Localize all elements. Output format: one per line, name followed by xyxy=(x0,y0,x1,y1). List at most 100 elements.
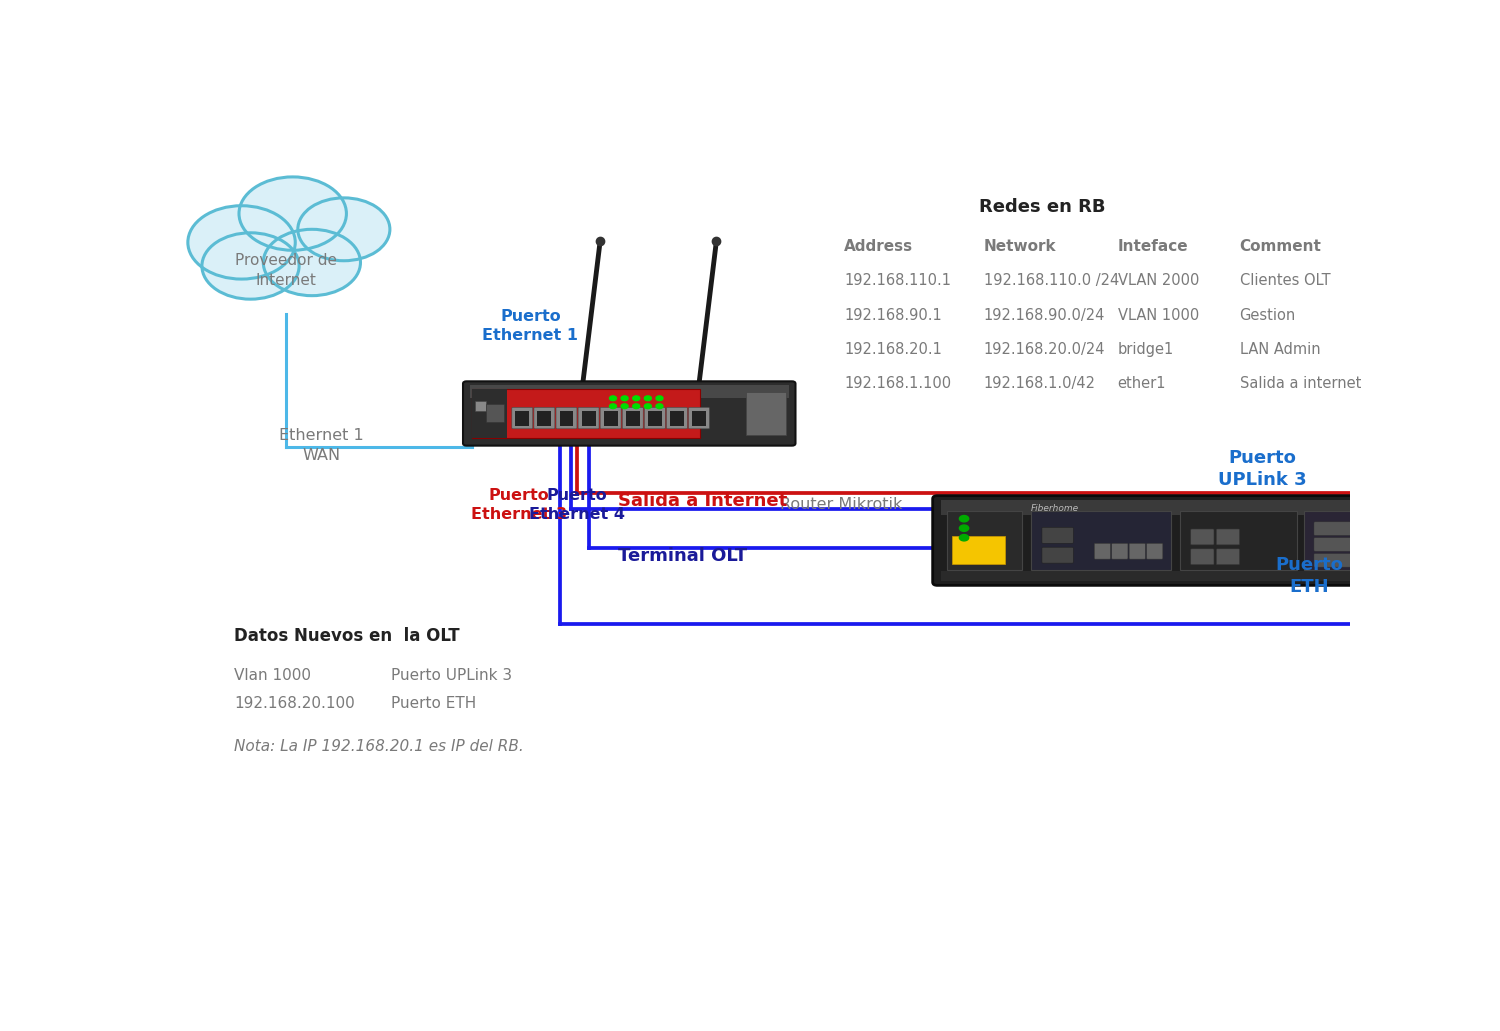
FancyBboxPatch shape xyxy=(692,410,706,426)
Text: Puerto
Ethernet 4: Puerto Ethernet 4 xyxy=(530,488,626,522)
Circle shape xyxy=(633,404,639,408)
Text: ether1: ether1 xyxy=(1118,376,1166,391)
FancyBboxPatch shape xyxy=(578,407,598,429)
Text: LAN Admin: LAN Admin xyxy=(1239,341,1320,357)
FancyBboxPatch shape xyxy=(470,386,789,398)
FancyBboxPatch shape xyxy=(534,407,555,429)
Circle shape xyxy=(188,206,296,279)
Text: Puerto
ETH: Puerto ETH xyxy=(1275,556,1344,596)
Text: VLAN 2000: VLAN 2000 xyxy=(1118,273,1198,289)
Circle shape xyxy=(621,404,628,408)
Text: Nota: La IP 192.168.20.1 es IP del RB.: Nota: La IP 192.168.20.1 es IP del RB. xyxy=(234,739,524,755)
Text: Comment: Comment xyxy=(1239,239,1322,255)
FancyBboxPatch shape xyxy=(472,390,507,438)
Text: 192.168.1.0/42: 192.168.1.0/42 xyxy=(984,376,1096,391)
FancyBboxPatch shape xyxy=(645,407,666,429)
Text: VLAN 1000: VLAN 1000 xyxy=(1118,307,1198,323)
FancyBboxPatch shape xyxy=(670,410,684,426)
Circle shape xyxy=(238,177,346,251)
FancyBboxPatch shape xyxy=(622,407,644,429)
Text: bridge1: bridge1 xyxy=(1118,341,1173,357)
Text: Puerto
Ethernet 1: Puerto Ethernet 1 xyxy=(483,309,579,343)
FancyBboxPatch shape xyxy=(1112,543,1128,559)
Text: Network: Network xyxy=(984,239,1056,255)
Circle shape xyxy=(960,516,969,522)
Text: Puerto ETH: Puerto ETH xyxy=(392,696,476,710)
FancyBboxPatch shape xyxy=(940,571,1364,580)
Circle shape xyxy=(609,404,616,408)
Circle shape xyxy=(202,233,298,299)
Circle shape xyxy=(298,198,390,261)
Text: Clientes OLT: Clientes OLT xyxy=(1239,273,1330,289)
FancyBboxPatch shape xyxy=(1191,529,1214,544)
FancyBboxPatch shape xyxy=(556,407,578,429)
Text: Gestion: Gestion xyxy=(1239,307,1296,323)
FancyBboxPatch shape xyxy=(1216,529,1239,544)
Text: Datos Nuevos en  la OLT: Datos Nuevos en la OLT xyxy=(234,627,459,644)
Text: Salida a Internet: Salida a Internet xyxy=(618,492,788,509)
FancyBboxPatch shape xyxy=(560,410,573,426)
Text: Salida a internet: Salida a internet xyxy=(1239,376,1360,391)
FancyBboxPatch shape xyxy=(1094,543,1110,559)
Text: Fiberhome: Fiberhome xyxy=(1030,504,1078,512)
FancyBboxPatch shape xyxy=(1042,547,1074,563)
FancyBboxPatch shape xyxy=(626,410,639,426)
FancyBboxPatch shape xyxy=(1314,522,1358,535)
Text: Puerto UPLink 3: Puerto UPLink 3 xyxy=(392,668,512,683)
Text: Proveedor de
Internet: Proveedor de Internet xyxy=(236,254,338,288)
FancyBboxPatch shape xyxy=(1180,510,1296,570)
FancyBboxPatch shape xyxy=(946,510,1022,570)
FancyBboxPatch shape xyxy=(1130,543,1146,559)
Circle shape xyxy=(656,404,663,408)
Circle shape xyxy=(202,233,298,299)
Text: 192.168.110.1: 192.168.110.1 xyxy=(844,273,951,289)
Circle shape xyxy=(264,229,360,296)
Text: 192.168.90.0/24: 192.168.90.0/24 xyxy=(984,307,1106,323)
Circle shape xyxy=(264,229,360,296)
Text: 192.168.20.0/24: 192.168.20.0/24 xyxy=(984,341,1106,357)
Circle shape xyxy=(633,396,639,401)
Text: Inteface: Inteface xyxy=(1118,239,1188,255)
Circle shape xyxy=(188,206,296,279)
FancyBboxPatch shape xyxy=(603,410,618,426)
Text: Puerto
UPLink 3: Puerto UPLink 3 xyxy=(1218,448,1306,489)
Text: 192.168.90.1: 192.168.90.1 xyxy=(844,307,942,323)
Circle shape xyxy=(298,198,390,261)
FancyBboxPatch shape xyxy=(512,407,532,429)
FancyBboxPatch shape xyxy=(1146,543,1162,559)
Text: 192.168.20.100: 192.168.20.100 xyxy=(234,696,354,710)
Text: Ethernet 1
WAN: Ethernet 1 WAN xyxy=(279,428,363,463)
FancyBboxPatch shape xyxy=(688,407,709,429)
Circle shape xyxy=(960,534,969,541)
FancyBboxPatch shape xyxy=(666,407,687,429)
FancyBboxPatch shape xyxy=(746,392,786,435)
Circle shape xyxy=(621,396,628,401)
FancyBboxPatch shape xyxy=(1304,510,1374,570)
FancyBboxPatch shape xyxy=(1032,510,1172,570)
FancyBboxPatch shape xyxy=(600,407,621,429)
FancyBboxPatch shape xyxy=(472,390,700,438)
FancyBboxPatch shape xyxy=(940,500,1364,514)
Circle shape xyxy=(645,396,651,401)
FancyBboxPatch shape xyxy=(516,410,530,426)
FancyBboxPatch shape xyxy=(1042,528,1074,543)
FancyBboxPatch shape xyxy=(933,496,1372,586)
Text: 192.168.1.100: 192.168.1.100 xyxy=(844,376,951,391)
FancyBboxPatch shape xyxy=(1216,548,1239,565)
Text: 192.168.20.1: 192.168.20.1 xyxy=(844,341,942,357)
Circle shape xyxy=(238,177,346,251)
Text: Terminal OLT: Terminal OLT xyxy=(618,547,747,565)
FancyBboxPatch shape xyxy=(1314,538,1358,552)
FancyBboxPatch shape xyxy=(952,536,1005,564)
FancyBboxPatch shape xyxy=(648,410,662,426)
Text: 192.168.110.0 /24: 192.168.110.0 /24 xyxy=(984,273,1119,289)
Text: Address: Address xyxy=(844,239,914,255)
FancyBboxPatch shape xyxy=(537,410,552,426)
Circle shape xyxy=(645,404,651,408)
FancyBboxPatch shape xyxy=(486,404,504,422)
FancyBboxPatch shape xyxy=(582,410,596,426)
Circle shape xyxy=(960,525,969,531)
Circle shape xyxy=(609,396,616,401)
FancyBboxPatch shape xyxy=(464,381,795,445)
Text: Vlan 1000: Vlan 1000 xyxy=(234,668,310,683)
